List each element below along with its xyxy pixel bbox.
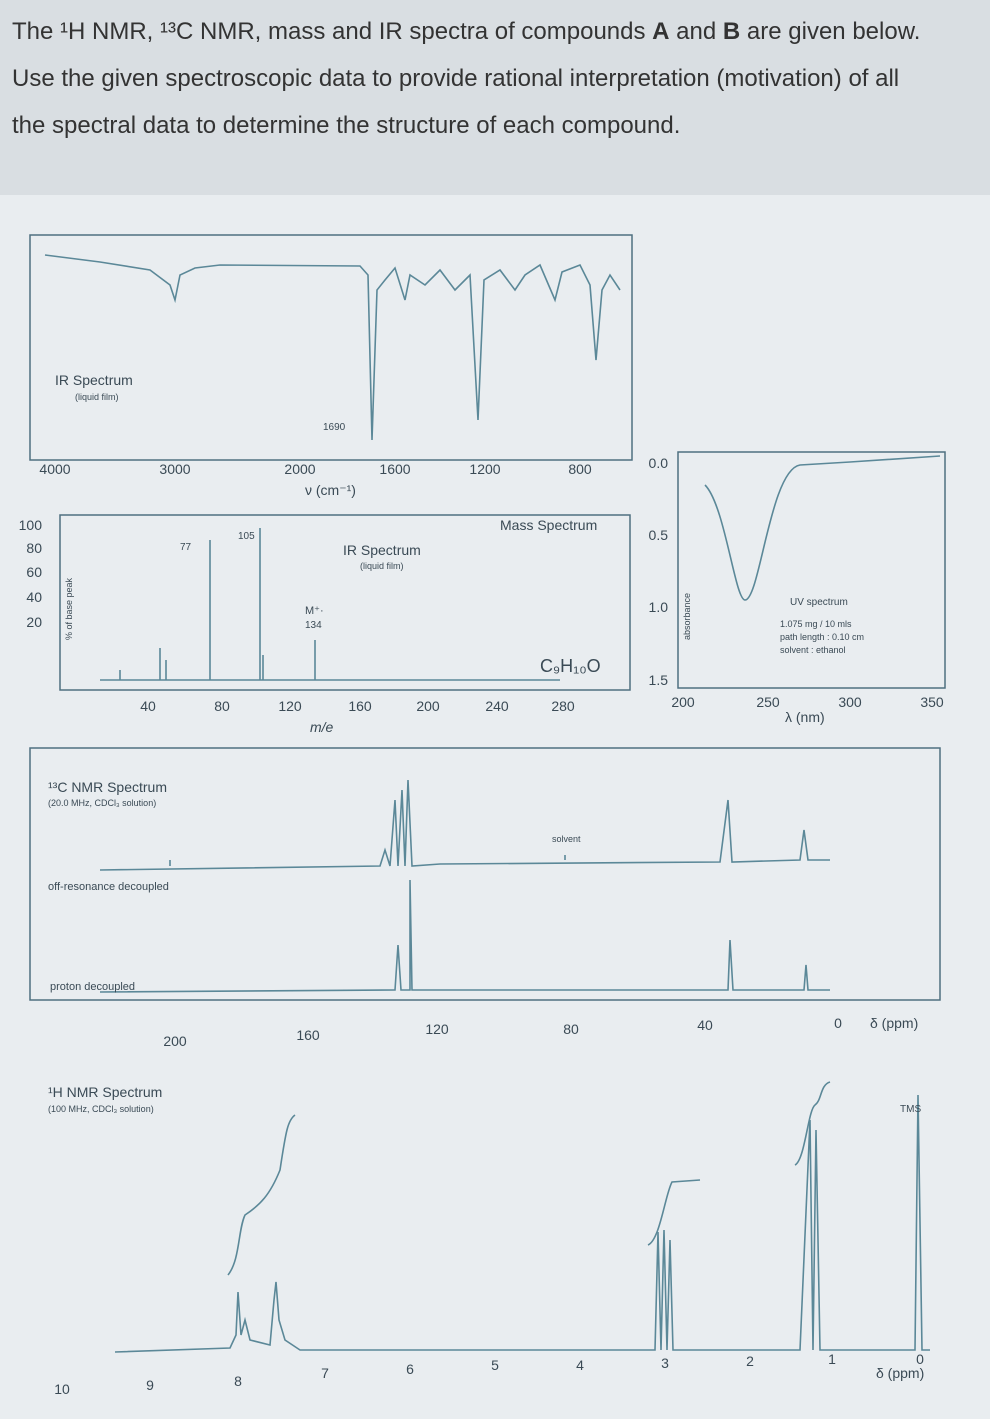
h1-x-label: δ (ppm) [876, 1365, 924, 1381]
x-tick-label: 4000 [39, 461, 70, 477]
x-tick-label: 200 [416, 698, 440, 714]
y-tick-label: 60 [26, 564, 42, 580]
x-tick-label: 2000 [284, 461, 315, 477]
x-tick-label: 1 [828, 1351, 836, 1367]
question-text: and [669, 18, 723, 45]
x-tick-label: 120 [278, 698, 302, 714]
tms-label: TMS [900, 1104, 921, 1115]
x-tick-label: 7 [321, 1365, 329, 1381]
c13-x-label: δ (ppm) [870, 1015, 918, 1031]
c13-title: ¹³C NMR Spectrum [48, 779, 167, 795]
proton-decoupled-label: proton decoupled [50, 981, 135, 993]
formula: C₉H₁₀O [540, 656, 601, 676]
y-tick-label: 20 [26, 614, 42, 630]
c13-subtitle: (20.0 MHz, CDCl₃ solution) [48, 798, 156, 808]
y-tick-label: 100 [19, 517, 43, 533]
x-tick-label: 200 [671, 694, 695, 710]
c13-frame [29, 747, 941, 1001]
ir-subtitle: (liquid film) [75, 392, 119, 402]
compound-a: A [652, 18, 670, 45]
overlay-subtitle: (liquid film) [360, 561, 404, 571]
x-tick-label: 1200 [469, 461, 500, 477]
c13-off-resonance [99, 779, 830, 871]
x-tick-label: 160 [348, 698, 372, 714]
x-tick-label: 3000 [159, 461, 190, 477]
uv-trace [704, 455, 941, 601]
molecular-ion: M⁺· [305, 605, 324, 617]
x-tick-label: 800 [568, 461, 592, 477]
y-tick-label: 1.5 [649, 672, 669, 688]
x-tick-label: 40 [140, 698, 156, 714]
mass-title: Mass Spectrum [500, 517, 597, 533]
uv-y-label: absorbance [682, 593, 692, 640]
x-tick-label: 9 [146, 1377, 154, 1393]
x-tick-label: 280 [551, 698, 575, 714]
mass-peaks [100, 528, 560, 681]
uv-note: path length : 0.10 cm [780, 632, 864, 642]
uv-title: UV spectrum [790, 597, 848, 608]
y-tick-label: 0.5 [649, 527, 669, 543]
question-text: are given below. Use the given spectrosc… [12, 18, 921, 139]
peak-label: 77 [180, 542, 192, 553]
uv-x-label: λ (nm) [785, 709, 825, 725]
mass-x-label: m/e [310, 719, 334, 735]
mass-y-label: % of base peak [64, 577, 74, 640]
question: The ¹H NMR, ¹³C NMR, mass and IR spectra… [0, 0, 990, 195]
x-tick-label: 250 [756, 694, 780, 710]
overlay-title: IR Spectrum [343, 542, 421, 558]
x-tick-label: 2 [746, 1353, 754, 1369]
mass-frame [59, 514, 631, 691]
ir-peak-label: 1690 [323, 422, 346, 433]
peak-label: 105 [238, 531, 255, 542]
x-tick-label: 350 [920, 694, 944, 710]
x-tick-label: 80 [214, 698, 230, 714]
off-resonance-label: off-resonance decoupled [48, 881, 169, 893]
x-tick-label: 10 [54, 1381, 70, 1397]
ir-trace [44, 254, 621, 441]
y-tick-label: 1.0 [649, 599, 669, 615]
h1-subtitle: (100 MHz, CDCl₃ solution) [48, 1104, 154, 1114]
y-tick-label: 0.0 [649, 455, 669, 471]
x-tick-label: 80 [563, 1021, 579, 1037]
compound-b: B [722, 18, 741, 45]
ir-title: IR Spectrum [55, 372, 133, 388]
molecular-ion-mz: 134 [305, 620, 322, 631]
ir-x-label: ν (cm⁻¹) [305, 482, 356, 498]
x-tick-label: 3 [661, 1355, 669, 1371]
x-tick-label: 240 [485, 698, 509, 714]
y-tick-label: 40 [26, 589, 42, 605]
y-tick-label: 80 [26, 540, 42, 556]
h1-integral [227, 1081, 831, 1276]
x-tick-label: 5 [491, 1357, 499, 1373]
x-tick-label: 40 [697, 1017, 713, 1033]
uv-note: 1.075 mg / 10 mls [780, 619, 852, 629]
x-tick-label: 0 [834, 1015, 842, 1031]
uv-note: solvent : ethanol [780, 645, 846, 655]
ir-frame [29, 234, 633, 461]
x-tick-label: 8 [234, 1373, 242, 1389]
x-tick-label: 160 [296, 1027, 320, 1043]
uv-frame [677, 451, 946, 689]
solvent-label: solvent [552, 834, 581, 844]
x-tick-label: 200 [163, 1033, 187, 1049]
x-tick-label: 1600 [379, 461, 410, 477]
x-tick-label: 120 [425, 1021, 449, 1037]
h1-trace [114, 1094, 930, 1353]
h1-title: ¹H NMR Spectrum [48, 1084, 162, 1100]
x-tick-label: 4 [576, 1357, 584, 1373]
x-tick-label: 0 [916, 1351, 924, 1367]
x-tick-label: 300 [838, 694, 862, 710]
question-text: The ¹H NMR, ¹³C NMR, mass and IR spectra… [12, 18, 653, 45]
x-tick-label: 6 [406, 1361, 414, 1377]
c13-proton-decoupled [99, 879, 830, 993]
